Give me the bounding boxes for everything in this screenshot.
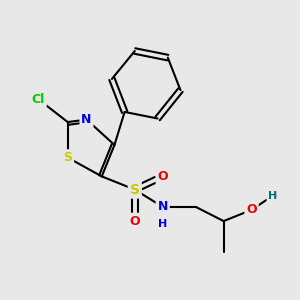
Text: O: O [246, 203, 257, 216]
Text: Cl: Cl [32, 93, 45, 106]
Text: O: O [158, 170, 168, 183]
Text: S: S [130, 183, 140, 196]
Text: H: H [268, 191, 278, 201]
Text: N: N [81, 113, 92, 126]
Text: O: O [130, 214, 140, 228]
Text: N: N [158, 200, 168, 213]
Text: H: H [158, 219, 167, 229]
Text: S: S [63, 151, 72, 164]
